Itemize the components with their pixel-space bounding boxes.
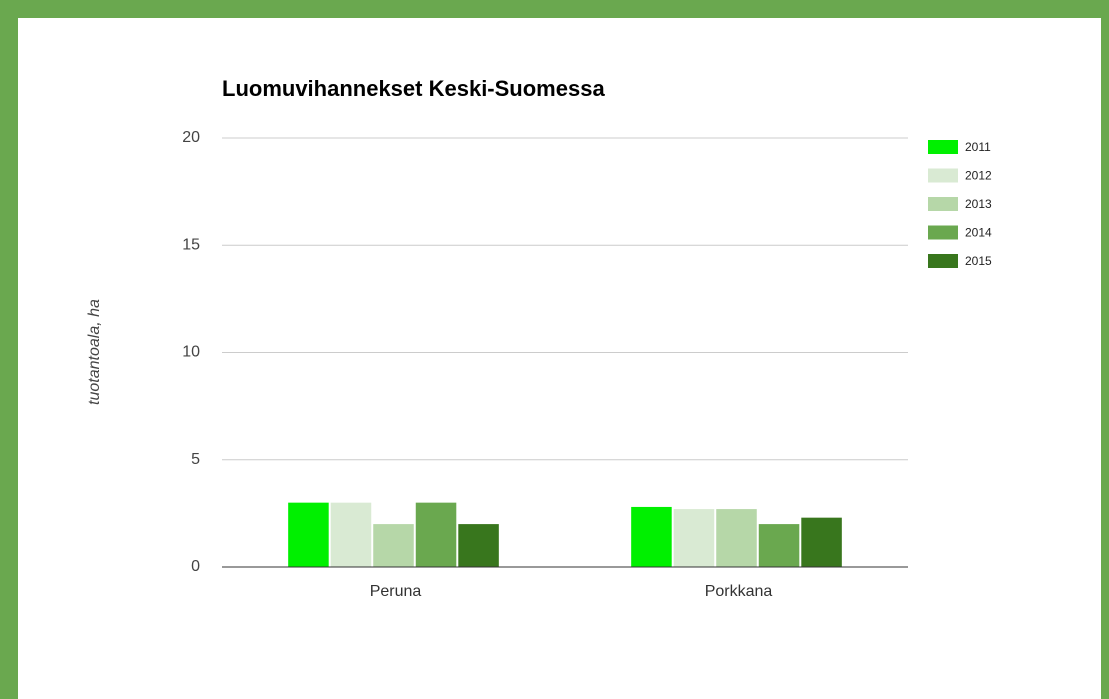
chart-title: Luomuvihannekset Keski-Suomessa [222,76,605,101]
legend-swatch [928,140,958,154]
x-tick-label: Peruna [370,583,422,600]
y-tick-label: 0 [191,558,200,575]
x-tick-label: Porkkana [705,583,773,600]
legend-swatch [928,225,958,240]
bar [631,506,672,567]
legend-label: 2012 [965,169,992,183]
y-tick-label: 10 [182,344,200,361]
bar [758,524,800,567]
bar [716,509,757,567]
bar [288,502,329,567]
y-tick-label: 5 [191,451,200,468]
legend-label: 2011 [965,140,991,154]
legend-label: 2013 [965,197,992,211]
bar [801,517,842,567]
chart: Luomuvihannekset Keski-Suomessa tuotanto… [86,76,992,600]
bar [458,524,499,567]
bar [415,502,457,567]
legend-swatch [928,197,958,211]
legend-swatch [928,254,958,268]
legend-swatch [928,168,958,183]
bar [373,524,414,567]
legend-label: 2014 [965,226,992,240]
y-tick-label: 15 [182,236,200,253]
bar [673,509,715,567]
y-axis-label: tuotantoala, ha [86,299,103,405]
legend-label: 2015 [965,254,992,268]
y-tick-label: 20 [182,129,200,146]
bar [330,502,372,567]
